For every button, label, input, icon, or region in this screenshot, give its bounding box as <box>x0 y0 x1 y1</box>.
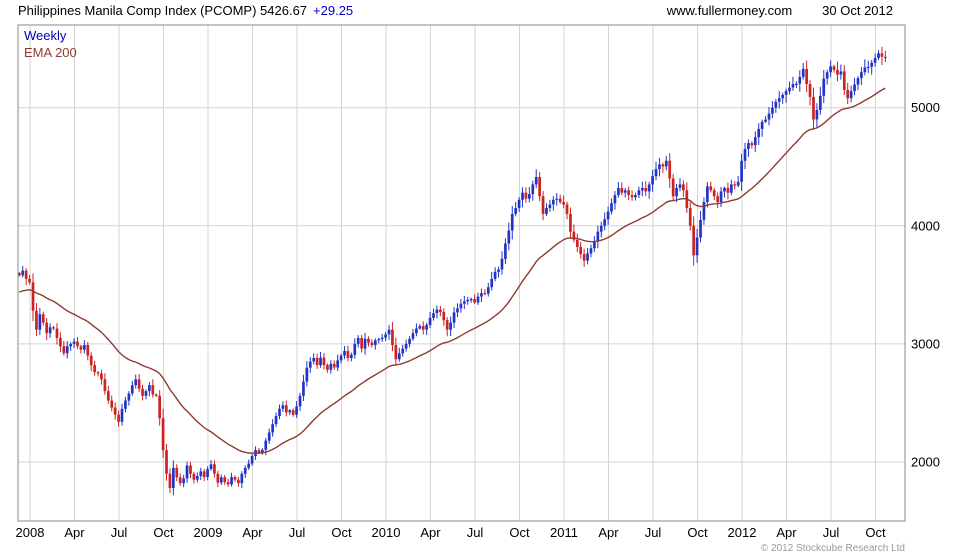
svg-text:2009: 2009 <box>194 525 223 540</box>
svg-text:2000: 2000 <box>911 455 940 470</box>
svg-text:2008: 2008 <box>16 525 45 540</box>
x-axis-labels: 2008 Apr Jul Oct 2009 Apr Jul Oct 2010 Apr Jul Oct 2… <box>16 525 886 540</box>
svg-text:Apr: Apr <box>598 525 619 540</box>
legend-weekly: Weekly <box>24 28 67 43</box>
svg-text:Apr: Apr <box>420 525 441 540</box>
svg-text:Apr: Apr <box>776 525 797 540</box>
chart-title: Philippines Manila Comp Index (PCOMP) 54… <box>18 3 308 18</box>
svg-text:Jul: Jul <box>645 525 662 540</box>
grid-lines <box>18 25 905 521</box>
svg-text:4000: 4000 <box>911 218 940 233</box>
svg-text:Jul: Jul <box>289 525 306 540</box>
svg-text:Jul: Jul <box>823 525 840 540</box>
svg-text:Jul: Jul <box>111 525 128 540</box>
svg-text:Oct: Oct <box>331 525 352 540</box>
svg-text:Oct: Oct <box>865 525 886 540</box>
y-axis-labels: 2000 3000 4000 5000 <box>911 100 940 469</box>
svg-text:2011: 2011 <box>550 525 578 540</box>
svg-text:Jul: Jul <box>467 525 484 540</box>
svg-text:Oct: Oct <box>153 525 174 540</box>
svg-text:2010: 2010 <box>372 525 401 540</box>
ema-line <box>19 87 886 454</box>
svg-text:Apr: Apr <box>242 525 263 540</box>
price-change: +29.25 <box>313 3 354 18</box>
svg-text:3000: 3000 <box>911 336 940 351</box>
plot-border <box>17 24 906 522</box>
chart-header: Philippines Manila Comp Index (PCOMP) 54… <box>0 3 980 18</box>
svg-text:Apr: Apr <box>64 525 85 540</box>
svg-text:Oct: Oct <box>687 525 708 540</box>
candles-layer <box>17 46 887 496</box>
copyright-notice: © 2012 Stockcube Research Ltd <box>760 543 905 554</box>
legend-ema-200: EMA 200 <box>24 45 77 60</box>
svg-text:Oct: Oct <box>509 525 530 540</box>
chart-date: 30 Oct 2012 <box>822 3 893 18</box>
svg-text:2012: 2012 <box>728 525 757 540</box>
svg-text:5000: 5000 <box>911 100 940 115</box>
source-site: www.fullermoney.com <box>666 3 793 18</box>
